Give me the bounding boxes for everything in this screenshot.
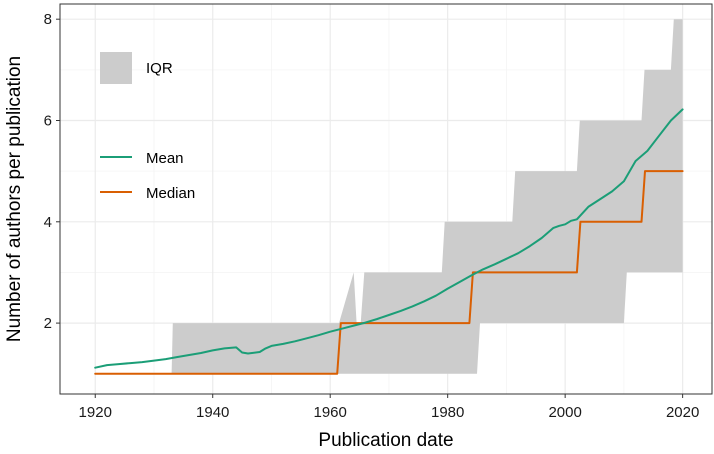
legend: IQR Mean Median [100, 52, 195, 202]
y-tick-label: 6 [44, 112, 52, 129]
x-tick-label: 2000 [548, 404, 581, 421]
x-tick-label: 1920 [79, 404, 112, 421]
x-tick-label: 1960 [314, 404, 347, 421]
x-tick-label: 2020 [666, 404, 699, 421]
y-tick-label: 4 [44, 214, 52, 231]
y-axis-title: Number of authors per publication [4, 56, 25, 342]
y-tick-label: 2 [44, 315, 52, 332]
legend-iqr-swatch [100, 52, 132, 84]
legend-iqr-label: IQR [146, 60, 173, 77]
legend-median-label: Median [146, 185, 195, 202]
median-line [94, 170, 684, 375]
legend-mean-label: Mean [146, 150, 184, 167]
x-axis-title: Publication date [318, 430, 453, 451]
iqr-ribbon [95, 19, 683, 374]
y-axis: 2 4 6 8 [44, 11, 60, 332]
panel-border [59, 3, 713, 395]
x-axis: 1920 1940 1960 1980 2000 2020 [79, 394, 699, 421]
x-tick-label: 1980 [431, 404, 464, 421]
iqr-ribbon-layer [95, 19, 683, 374]
y-tick-label: 8 [44, 11, 52, 28]
mean-line [94, 108, 684, 369]
x-tick-label: 1940 [196, 404, 229, 421]
series-lines-layer [94, 108, 684, 375]
